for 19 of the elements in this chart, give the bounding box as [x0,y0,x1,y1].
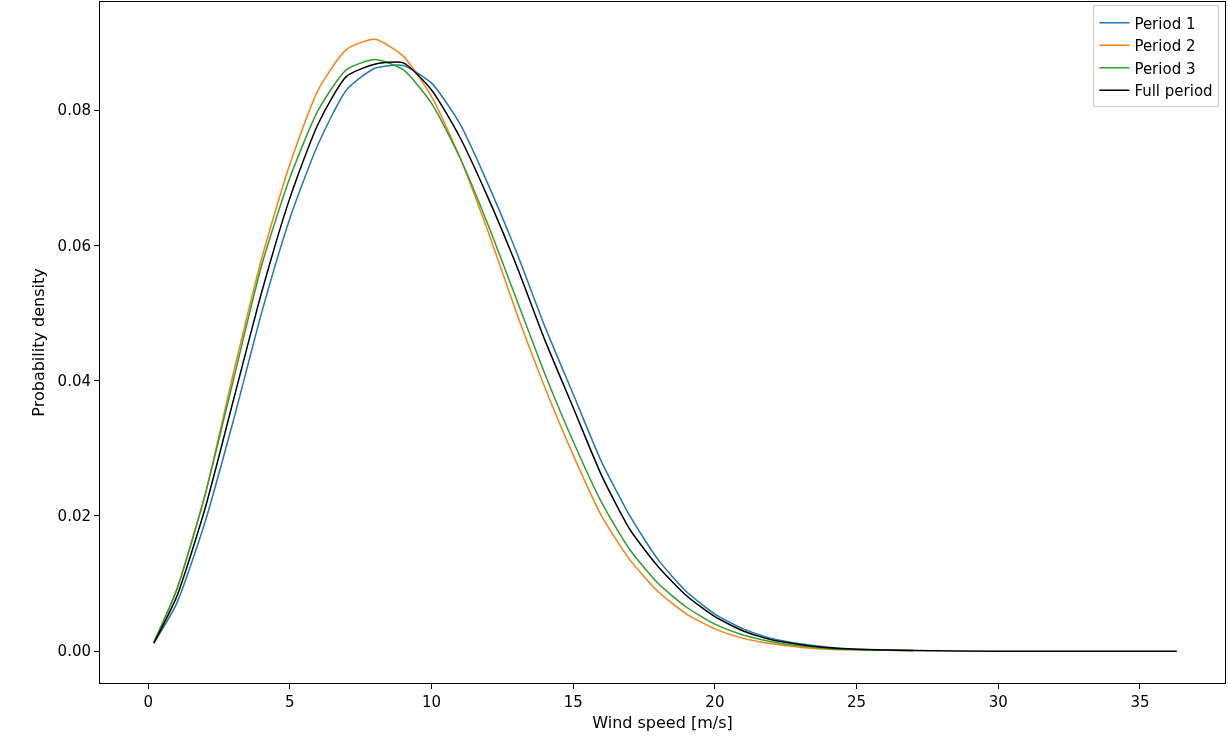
y-axis-title: Probability density [29,268,49,417]
x-tick-label: 10 [422,693,442,711]
x-tick-label: 15 [563,693,583,711]
legend-label: Period 1 [1134,14,1196,33]
x-tick-label: 25 [847,693,867,711]
legend-label: Period 3 [1134,59,1196,78]
legend-label: Full period [1134,82,1213,100]
x-tick-label: 5 [285,693,295,711]
y-tick-label: 0.02 [57,507,91,526]
x-tick-label: 0 [143,693,153,711]
x-tick-label: 30 [988,693,1008,711]
y-tick-label: 0.08 [57,101,91,120]
legend-label: Period 2 [1134,37,1196,55]
x-tick-label: 20 [705,693,725,711]
y-tick-label: 0.00 [57,642,91,661]
x-tick-label: 35 [1130,693,1150,711]
x-axis-title: Wind speed [m/s] [592,712,733,732]
y-tick-label: 0.04 [57,371,91,390]
y-tick-label: 0.06 [57,236,91,255]
